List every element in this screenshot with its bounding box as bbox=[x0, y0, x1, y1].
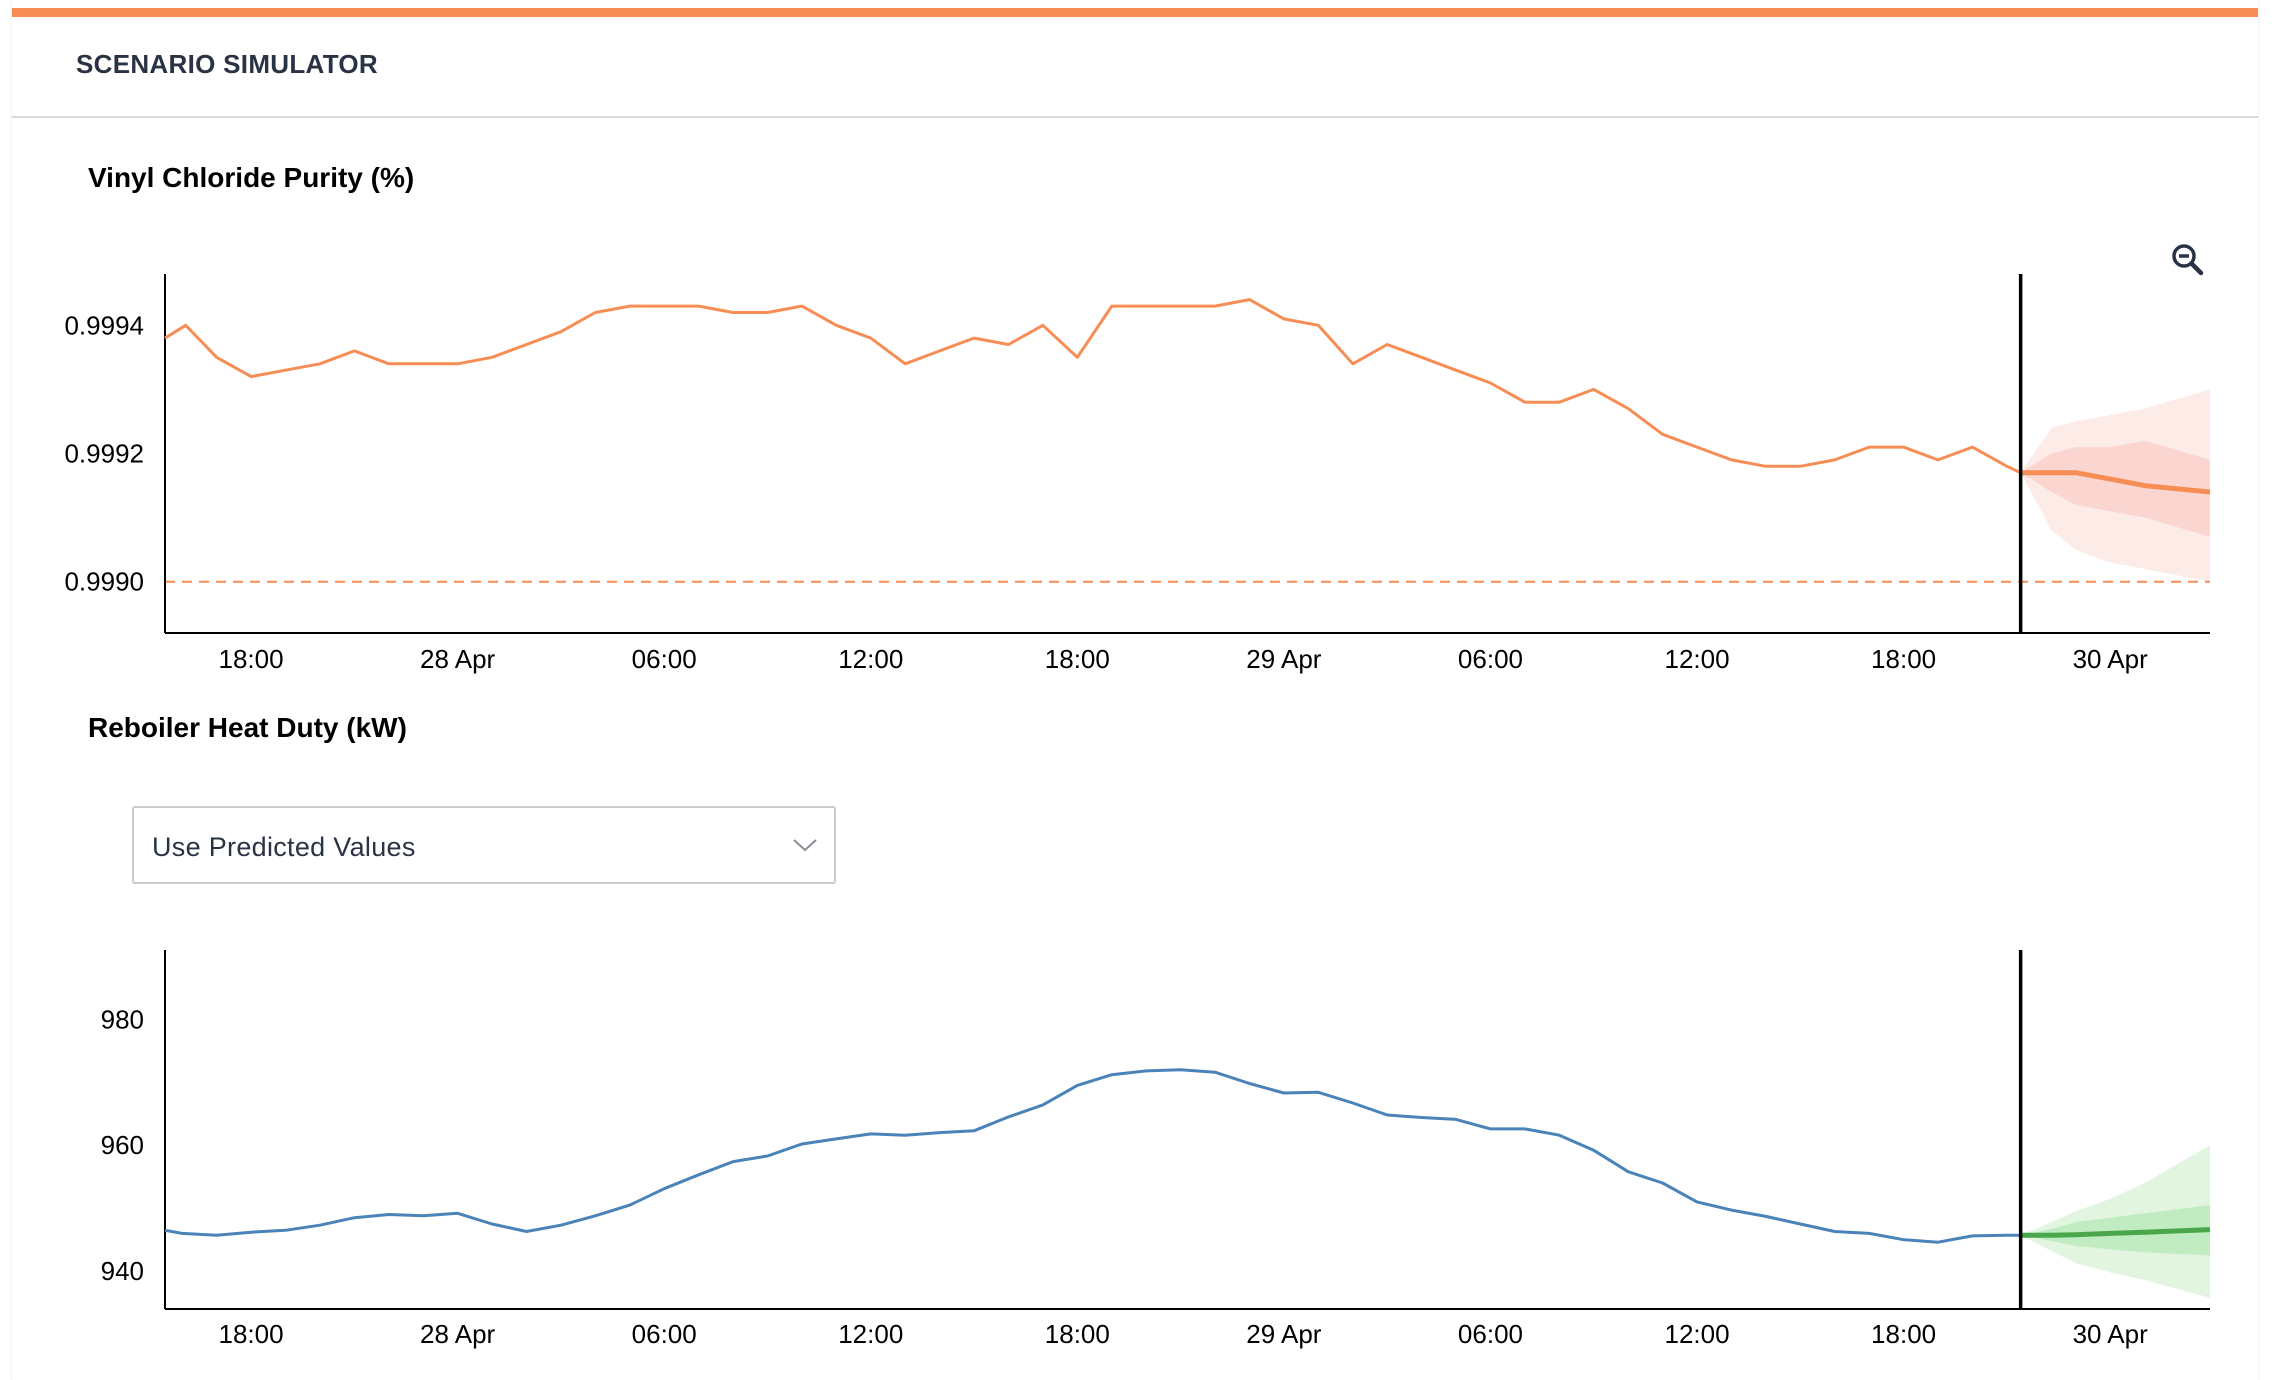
purity-x-tick-label: 18:00 bbox=[1045, 644, 1110, 674]
purity-chart: 0.9994 0.9992 0.9990 18:00 28 Apr 06:00 12:00 1… bbox=[64, 274, 2211, 674]
heat-x-tick-label: 29 Apr bbox=[1246, 1319, 1322, 1349]
heat-forecast-line bbox=[2020, 1227, 2211, 1238]
heat-forecast-inner-band bbox=[2020, 1205, 2210, 1256]
purity-x-tick-label: 06:00 bbox=[1458, 644, 1523, 674]
heat-x-tick-label: 18:00 bbox=[1045, 1319, 1110, 1349]
scenario-input-dropdown[interactable]: Use Predicted Values bbox=[132, 806, 836, 884]
accent-bar bbox=[12, 8, 2258, 17]
heat-x-tick-label: 18:00 bbox=[1871, 1319, 1936, 1349]
heat-duty-chart: 980 960 940 18:00 28 Apr 06:00 12:00 18:00 29 Ap… bbox=[101, 950, 2211, 1349]
heat-y-tick-label: 980 bbox=[101, 1004, 144, 1034]
heat-duty-chart-title: Reboiler Heat Duty (kW) bbox=[88, 712, 407, 743]
purity-history-line bbox=[164, 298, 2022, 475]
purity-y-tick-label: 0.9994 bbox=[64, 310, 144, 340]
heat-y-tick-label: 940 bbox=[101, 1256, 144, 1286]
purity-chart-title: Vinyl Chloride Purity (%) bbox=[88, 162, 415, 193]
purity-x-tick-label: 12:00 bbox=[1664, 644, 1729, 674]
purity-x-tick-label: 28 Apr bbox=[420, 644, 496, 674]
chevron-down-icon bbox=[793, 839, 817, 852]
heat-x-tick-label: 12:00 bbox=[1664, 1319, 1729, 1349]
scenario-simulator-panel: SCENARIO SIMULATOR Vinyl Chloride Purity… bbox=[12, 0, 2258, 1380]
purity-y-tick-label: 0.9990 bbox=[64, 567, 144, 597]
panel-header: SCENARIO SIMULATOR bbox=[12, 17, 2258, 118]
heat-x-tick-label: 28 Apr bbox=[420, 1319, 496, 1349]
heat-history-line bbox=[164, 1068, 2021, 1244]
heat-x-tick-label: 06:00 bbox=[632, 1319, 697, 1349]
heat-x-tick-label: 06:00 bbox=[1458, 1319, 1523, 1349]
purity-x-tick-label: 12:00 bbox=[838, 644, 903, 674]
zoom-out-icon[interactable] bbox=[2170, 242, 2204, 276]
heat-x-tick-label: 30 Apr bbox=[2073, 1319, 2149, 1349]
heat-x-tick-label: 12:00 bbox=[838, 1319, 903, 1349]
purity-x-tick-label: 18:00 bbox=[1871, 644, 1936, 674]
purity-x-tick-label: 18:00 bbox=[219, 644, 284, 674]
page-title: SCENARIO SIMULATOR bbox=[76, 49, 379, 79]
purity-x-tick-label: 06:00 bbox=[632, 644, 697, 674]
heat-y-tick-label: 960 bbox=[101, 1130, 144, 1160]
purity-x-tick-label: 29 Apr bbox=[1246, 644, 1322, 674]
heat-x-tick-label: 18:00 bbox=[219, 1319, 284, 1349]
purity-forecast-inner-band bbox=[2020, 440, 2210, 537]
purity-y-tick-label: 0.9992 bbox=[64, 439, 144, 469]
purity-x-tick-label: 30 Apr bbox=[2073, 644, 2149, 674]
dropdown-selected-value: Use Predicted Values bbox=[152, 832, 416, 862]
purity-forecast-line bbox=[2020, 470, 2211, 495]
